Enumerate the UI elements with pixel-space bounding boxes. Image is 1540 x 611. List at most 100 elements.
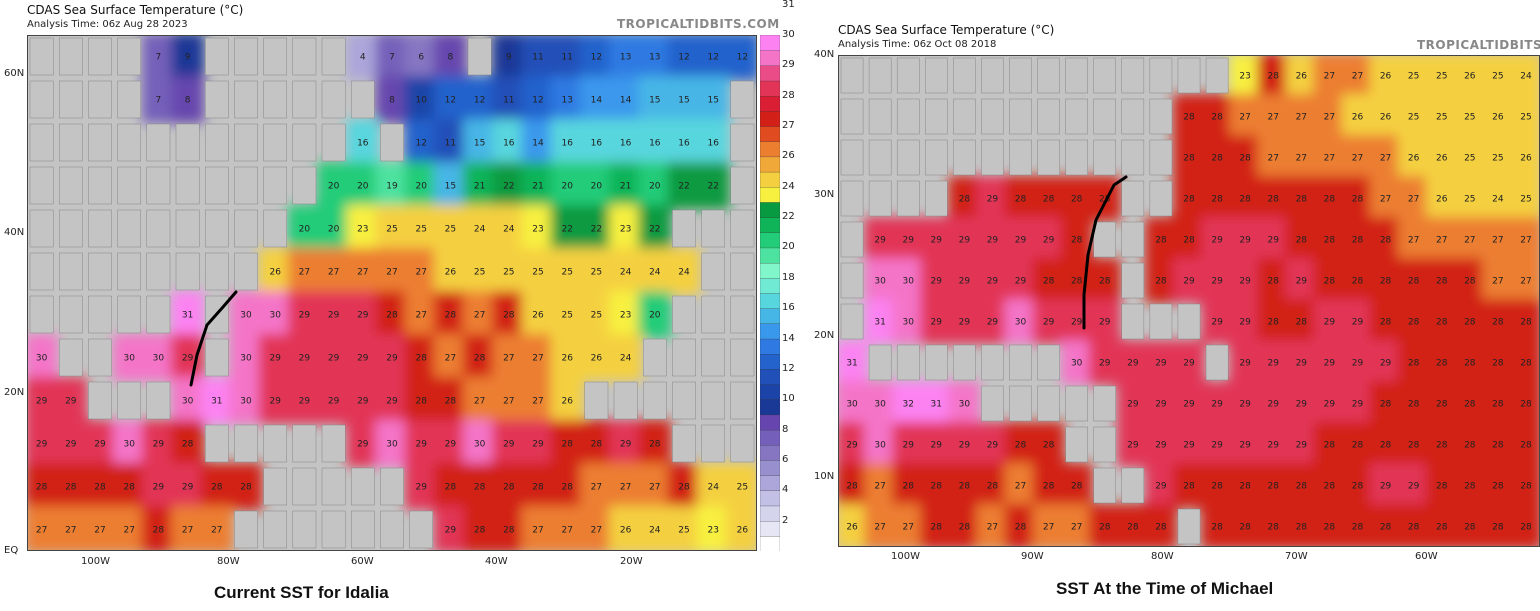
sst-cell xyxy=(521,506,555,551)
sst-cell xyxy=(141,334,175,381)
sst-cell xyxy=(1004,217,1037,262)
sst-value: 24 xyxy=(649,268,661,278)
sst-value: 29 xyxy=(1183,277,1195,287)
land-cell xyxy=(730,166,755,205)
sst-value: 28 xyxy=(503,311,515,321)
sst-cell xyxy=(1369,504,1402,547)
sst-value: 30 xyxy=(874,441,886,451)
sst-cell xyxy=(667,76,701,123)
land-cell xyxy=(1065,98,1088,135)
sst-value: 26 xyxy=(269,268,281,278)
sst-value: 29 xyxy=(36,397,48,407)
sst-value: 27 xyxy=(1324,154,1335,164)
sst-cell xyxy=(864,422,897,467)
sst-cell xyxy=(112,506,146,551)
sst-cell xyxy=(317,291,351,338)
sst-value: 30 xyxy=(123,354,135,364)
sst-cell xyxy=(638,35,672,80)
sst-cell xyxy=(1369,340,1402,385)
sst-cell xyxy=(892,258,925,303)
sst-value: 27 xyxy=(415,311,426,321)
sst-value: 29 xyxy=(357,354,369,364)
sst-value: 27 xyxy=(1268,113,1279,123)
land-cell xyxy=(1177,508,1201,545)
sst-cell xyxy=(1481,258,1514,303)
sst-cell xyxy=(433,291,467,338)
sst-cell xyxy=(1453,504,1486,547)
sst-value: 28 xyxy=(1352,195,1364,205)
land-cell xyxy=(1121,221,1145,258)
sst-cell xyxy=(1397,55,1430,98)
sst-cell xyxy=(1453,340,1486,385)
sst-cell xyxy=(404,248,438,295)
colorbar-swatch xyxy=(760,474,780,491)
sst-value: 28 xyxy=(931,482,943,492)
sst-cell xyxy=(638,506,672,551)
sst-value: 27 xyxy=(474,397,485,407)
sst-cell xyxy=(1229,217,1262,262)
sst-cell xyxy=(1229,94,1262,139)
colorbar-tick: 24 xyxy=(782,180,795,192)
sst-cell xyxy=(1369,217,1402,262)
sst-value: 28 xyxy=(1099,523,1111,533)
sst-value: 30 xyxy=(874,400,886,410)
sst-value: 29 xyxy=(1015,236,1027,246)
sst-cell xyxy=(1425,504,1458,547)
colorbar-swatch xyxy=(760,353,780,370)
land-cell xyxy=(1149,180,1173,217)
x-axis-tick: 90W xyxy=(1021,551,1044,562)
sst-value: 27 xyxy=(211,526,222,536)
sst-value: 28 xyxy=(1408,400,1420,410)
sst-value: 20 xyxy=(415,182,427,192)
land-cell xyxy=(896,180,920,217)
sst-cell xyxy=(1313,176,1346,221)
sst-value: 24 xyxy=(1492,195,1504,205)
sst-value: 28 xyxy=(1268,72,1280,82)
sst-cell xyxy=(141,506,175,551)
sst-value: 12 xyxy=(532,96,543,106)
sst-value: 26 xyxy=(561,397,573,407)
land-cell xyxy=(1177,57,1201,94)
sst-cell xyxy=(463,205,497,252)
sst-value: 27 xyxy=(65,526,76,536)
sst-value: 29 xyxy=(1211,236,1223,246)
sst-value: 29 xyxy=(1239,236,1251,246)
sst-cell xyxy=(1257,340,1290,385)
sst-cell xyxy=(171,76,205,123)
sst-cell xyxy=(1369,176,1402,221)
land-cell xyxy=(1205,344,1229,381)
sst-value: 29 xyxy=(1268,236,1280,246)
sst-value: 16 xyxy=(649,139,661,149)
sst-cell xyxy=(1397,217,1430,262)
sst-value: 29 xyxy=(987,318,999,328)
sst-value: 27 xyxy=(1239,113,1250,123)
sst-cell xyxy=(1425,55,1458,98)
sst-field xyxy=(838,55,1540,547)
sst-cell xyxy=(550,76,584,123)
sst-value: 28 xyxy=(386,311,398,321)
sst-value: 29 xyxy=(386,354,398,364)
land-cell xyxy=(175,123,200,162)
sst-cell xyxy=(1481,299,1514,344)
sst-value: 22 xyxy=(707,182,718,192)
sst-value: 28 xyxy=(1380,277,1392,287)
land-cell xyxy=(730,424,755,463)
sst-cell xyxy=(976,299,1009,344)
land-cell xyxy=(1121,98,1145,135)
sst-cell xyxy=(1509,381,1540,426)
land-cell xyxy=(925,139,948,176)
land-cell xyxy=(1009,57,1032,94)
colorbar-swatch xyxy=(760,35,780,51)
sst-cell xyxy=(638,205,672,252)
sst-cell xyxy=(171,291,205,338)
sst-value: 13 xyxy=(649,53,660,63)
sst-value: 31 xyxy=(846,359,857,369)
sst-cell xyxy=(725,506,757,551)
land-cell xyxy=(1121,303,1145,340)
sst-cell xyxy=(1172,422,1206,467)
sst-cell xyxy=(579,35,613,80)
sst-cell xyxy=(948,299,981,344)
sst-cell xyxy=(1509,135,1540,180)
sst-cell xyxy=(667,35,701,80)
sst-value: 27 xyxy=(503,354,514,364)
